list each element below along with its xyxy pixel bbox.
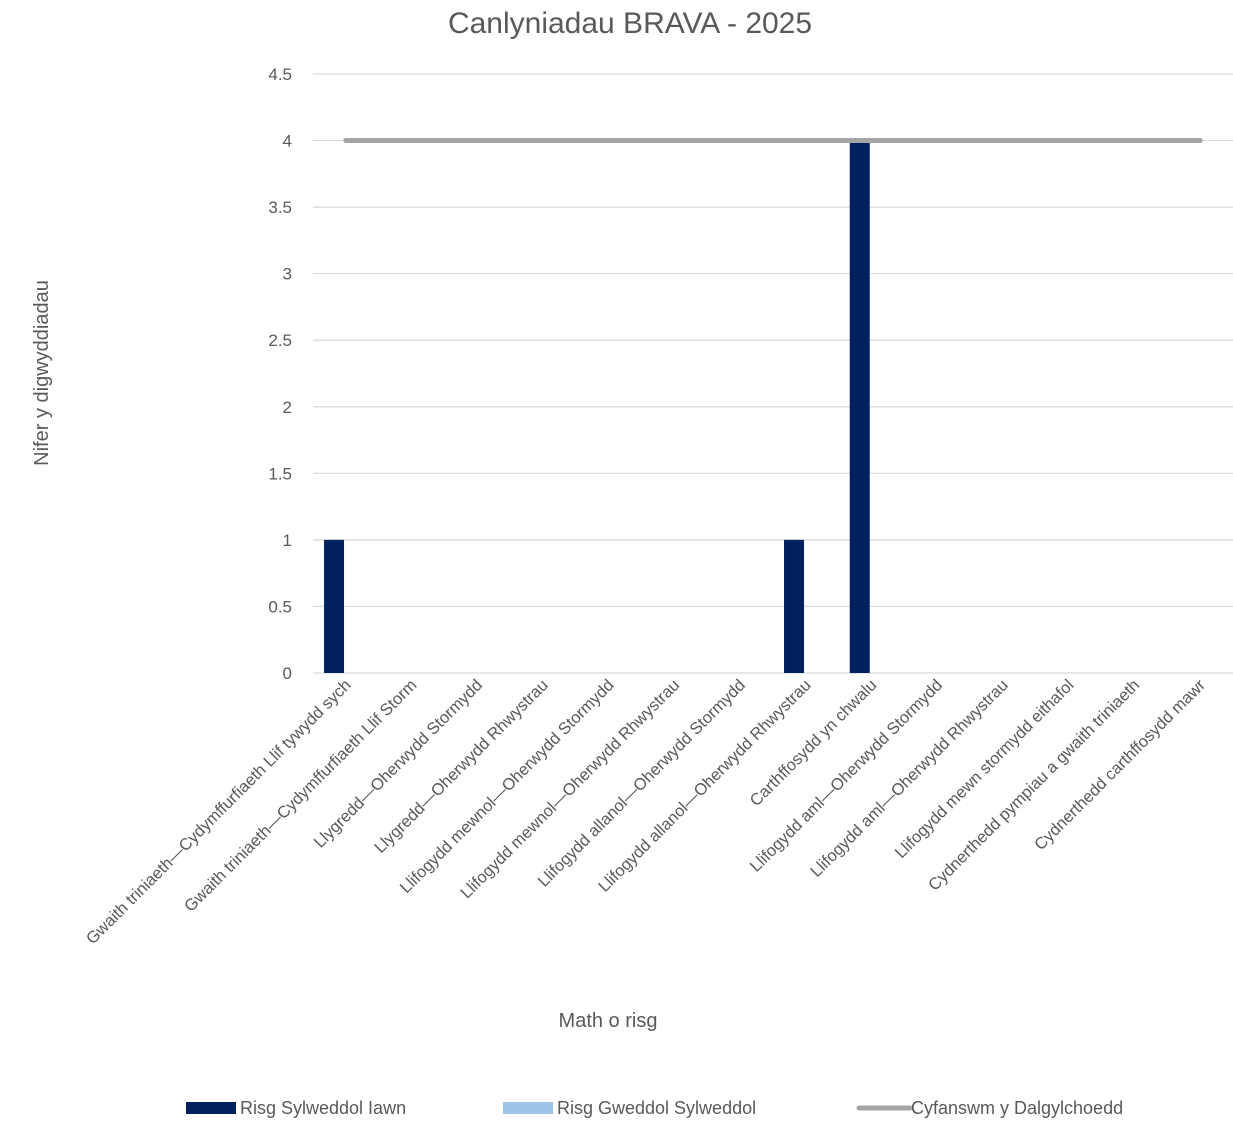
y-tick-label: 3.5 [268, 198, 292, 217]
x-category-label: Gwaith triniaeth—Cydymffurfiaeth Llif St… [181, 676, 420, 915]
y-tick-label: 4.5 [268, 65, 292, 84]
y-tick-label: 3 [283, 265, 292, 284]
y-tick-label: 1 [283, 531, 292, 550]
y-axis-ticks: 0 0.5 1 1.5 2 2.5 3 3.5 4 4.5 [268, 65, 292, 683]
y-tick-label: 0.5 [268, 597, 292, 616]
bar-very-significant-8 [849, 140, 870, 674]
y-tick-label: 1.5 [268, 464, 292, 483]
x-category-label: Gwaith triniaeth—Cydymffurfiaeth Llif ty… [83, 676, 355, 948]
y-tick-label: 2 [283, 398, 292, 417]
y-tick-label: 2.5 [268, 331, 292, 350]
x-axis-categories: Gwaith triniaeth—Cydymffurfiaeth Llif ty… [83, 676, 1210, 948]
bar-very-significant-0 [324, 539, 345, 673]
y-tick-label: 0 [283, 664, 292, 683]
legend-label: Cyfanswm y Dalgylchoedd [911, 1098, 1123, 1118]
legend-swatch [186, 1102, 236, 1114]
legend: Risg Sylweddol Iawn Risg Gweddol Sylweddo… [186, 1098, 1123, 1118]
bar-very-significant-7 [784, 539, 805, 673]
y-tick-label: 4 [283, 132, 292, 151]
bars [324, 140, 870, 674]
legend-label: Risg Gweddol Sylweddol [557, 1098, 756, 1118]
x-axis-title: Math o risg [559, 1010, 658, 1032]
legend-label: Risg Sylweddol Iawn [240, 1098, 406, 1118]
gridlines [313, 73, 1233, 674]
x-category-label: Carthffosydd yn chwalu [747, 676, 881, 810]
chart-title: Canlyniadau BRAVA - 2025 [448, 7, 812, 40]
legend-swatch [503, 1102, 553, 1114]
y-axis-title: Nifer y digwyddiadau [31, 280, 53, 466]
